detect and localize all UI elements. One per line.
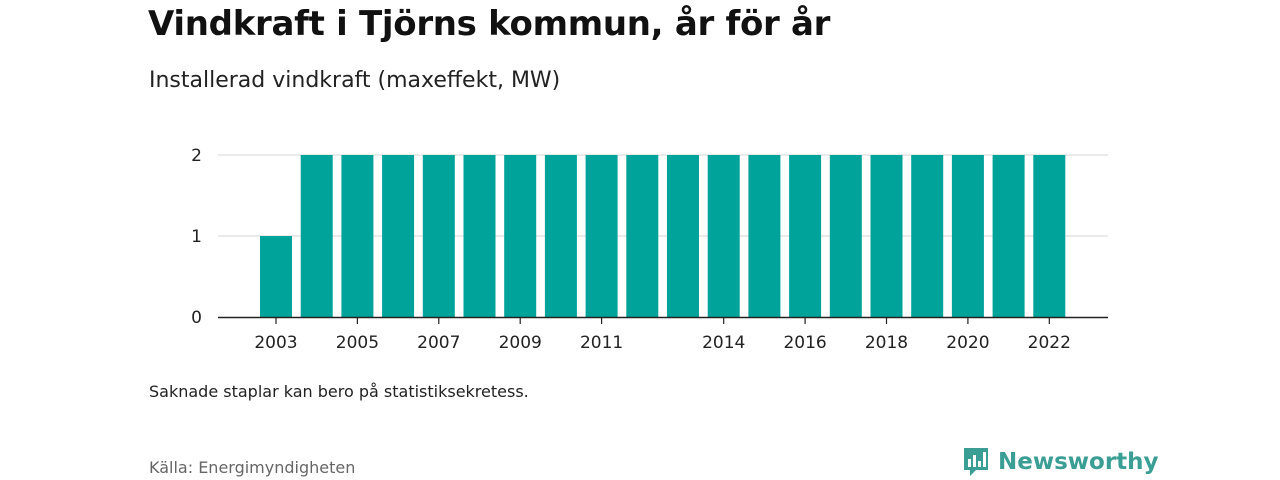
- bar-2012[interactable]: [626, 155, 659, 317]
- bar-2003[interactable]: [260, 236, 292, 317]
- bar-2021[interactable]: [992, 155, 1025, 317]
- bar-2019[interactable]: [911, 155, 944, 317]
- bar-2020[interactable]: [951, 155, 984, 317]
- bar-chart: 0 1 2 2003 2005 2007 2009 2011 2014 2016 2018 2020 2…: [191, 146, 1108, 353]
- footnote: Saknade staplar kan bero på statistiksek…: [149, 382, 529, 401]
- brand-name: Newsworthy: [998, 449, 1159, 475]
- bar-2013[interactable]: [667, 155, 699, 317]
- bar-2009[interactable]: [504, 155, 537, 317]
- x-tick-label: 2022: [1028, 333, 1071, 353]
- bar-2017[interactable]: [829, 155, 862, 317]
- bar-2011[interactable]: [585, 155, 618, 317]
- x-tick-label: 2003: [254, 333, 297, 353]
- x-tick-label: 2011: [580, 333, 623, 353]
- x-tick-label: 2005: [336, 333, 379, 353]
- x-tick-label: 2009: [499, 333, 542, 353]
- y-tick-label: 0: [191, 308, 202, 328]
- bar-2018[interactable]: [870, 155, 903, 317]
- chart-subtitle: Installerad vindkraft (maxeffekt, MW): [149, 68, 561, 93]
- bar-2006[interactable]: [382, 155, 415, 317]
- chart-title: Vindkraft i Tjörns kommun, år för år: [148, 4, 831, 44]
- x-tick-label: 2007: [417, 333, 460, 353]
- bar-2005[interactable]: [341, 155, 374, 317]
- source-text: Källa: Energimyndigheten: [149, 458, 356, 477]
- bar-chart-logo-icon: [964, 448, 988, 476]
- bar-2016[interactable]: [789, 155, 822, 317]
- bar-2022[interactable]: [1033, 155, 1066, 317]
- x-tick-label: 2016: [783, 333, 826, 353]
- y-tick-label: 2: [191, 146, 202, 166]
- x-tick-label: 2018: [865, 333, 908, 353]
- y-tick-label: 1: [191, 227, 202, 247]
- bar-2008[interactable]: [463, 155, 496, 317]
- bar-2007[interactable]: [422, 155, 455, 317]
- bar-2015[interactable]: [748, 155, 781, 317]
- bar-2010[interactable]: [544, 155, 577, 317]
- x-tick-label: 2020: [946, 333, 989, 353]
- bar-2004[interactable]: [300, 155, 333, 317]
- bar-2014[interactable]: [707, 155, 740, 317]
- x-tick-label: 2014: [702, 333, 745, 353]
- brand-logo[interactable]: Newsworthy: [962, 446, 1159, 478]
